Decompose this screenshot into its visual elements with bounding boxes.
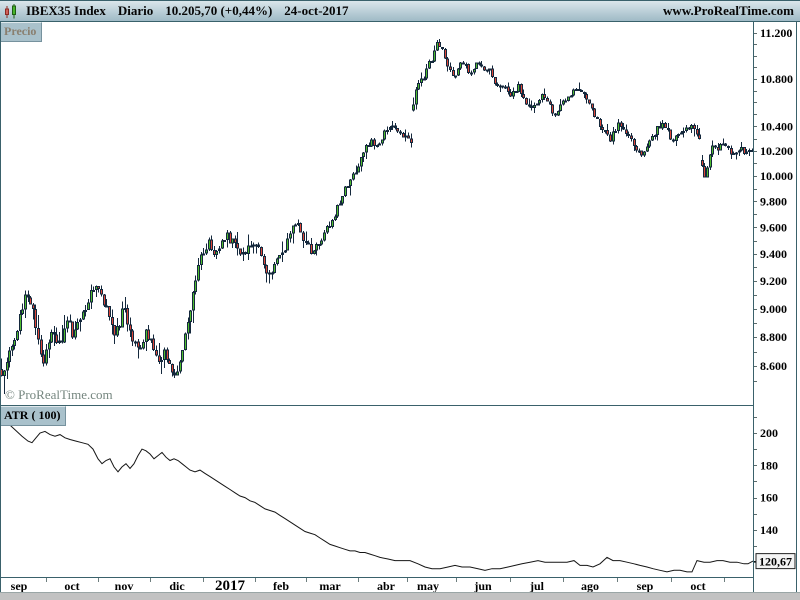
time-axis-tick xyxy=(46,578,47,582)
time-axis-tick xyxy=(724,578,725,582)
time-axis-tick xyxy=(358,578,359,582)
time-axis-tick xyxy=(98,578,99,582)
title-bar: IBEX35 Index Diario 10.205,70 (+0,44%) 2… xyxy=(0,0,800,22)
time-axis-label: jun xyxy=(474,579,492,593)
time-axis-label: abr xyxy=(377,579,395,593)
atr-current-value-badge xyxy=(755,553,796,570)
watermark: © ProRealTime.com xyxy=(5,387,113,402)
last-quote: 10.205,70 (+0,44%) xyxy=(165,3,273,18)
svg-text:160: 160 xyxy=(760,491,778,505)
time-axis-tick xyxy=(255,578,256,582)
svg-text:11.200: 11.200 xyxy=(760,26,792,40)
plot-axis-divider xyxy=(753,22,754,592)
svg-text:10.200: 10.200 xyxy=(760,144,793,158)
time-axis-label: jul xyxy=(529,579,544,593)
svg-text:180: 180 xyxy=(760,458,778,472)
candlestick-logo-icon xyxy=(5,4,16,19)
time-axis-label: sep xyxy=(636,579,654,593)
svg-text:9.400: 9.400 xyxy=(760,247,787,261)
axis-right-border xyxy=(796,22,797,592)
price-panel-tab[interactable]: Precio xyxy=(0,22,43,42)
svg-text:120,67: 120,67 xyxy=(759,555,792,569)
svg-text:9.000: 9.000 xyxy=(760,302,787,316)
price-chart-plot[interactable] xyxy=(0,22,753,405)
time-axis-tick xyxy=(407,578,408,582)
time-axis-tick xyxy=(617,578,618,582)
svg-text:9.600: 9.600 xyxy=(760,220,787,234)
time-axis-label: oct xyxy=(64,579,80,593)
time-axis-label: sep xyxy=(10,579,28,593)
time-axis-tick xyxy=(456,578,457,582)
svg-text:8.600: 8.600 xyxy=(760,359,787,373)
time-axis-label: may xyxy=(417,579,439,593)
time-axis-tick xyxy=(671,578,672,582)
timeframe-label: Diario xyxy=(117,3,154,18)
price-atr-divider[interactable] xyxy=(0,405,753,406)
time-axis-tick xyxy=(563,578,564,582)
time-axis-label: feb xyxy=(273,579,289,593)
time-axis-tick xyxy=(510,578,511,582)
svg-text:200: 200 xyxy=(760,426,778,440)
svg-text:10.800: 10.800 xyxy=(760,72,793,86)
time-axis-label: 2017 xyxy=(215,578,245,594)
time-axis-label: ago xyxy=(581,579,599,593)
time-axis-label: dic xyxy=(169,579,185,593)
quote-date: 24-oct-2017 xyxy=(284,3,349,18)
time-axis-tick xyxy=(203,578,204,582)
site-url: www.ProRealTime.com xyxy=(663,3,794,18)
time-axis[interactable]: sep oct nov dic 2017 feb mar abr may jun jul ago sep… xyxy=(0,578,753,594)
bottom-scroll-strip xyxy=(0,592,800,600)
atr-panel-label[interactable]: ATR ( 100) xyxy=(0,406,67,426)
left-border xyxy=(0,22,1,592)
atr-indicator-plot[interactable] xyxy=(0,406,753,577)
svg-text:9.800: 9.800 xyxy=(760,194,787,208)
svg-text:8.800: 8.800 xyxy=(760,330,787,344)
time-axis-label: oct xyxy=(690,579,706,593)
time-axis-label: mar xyxy=(319,579,341,593)
svg-text:140: 140 xyxy=(760,523,778,537)
instrument-name: IBEX35 Index xyxy=(26,3,106,18)
svg-text:10.400: 10.400 xyxy=(760,119,793,133)
value-axis[interactable]: 11.200 10.800 10.400 10.200 10.000 9.800 9.600… xyxy=(753,22,800,592)
svg-text:9.200: 9.200 xyxy=(760,274,787,288)
atr-xaxis-divider xyxy=(0,577,753,578)
time-axis-tick xyxy=(150,578,151,582)
time-axis-label: nov xyxy=(114,579,134,593)
time-axis-tick xyxy=(306,578,307,582)
svg-text:10.000: 10.000 xyxy=(760,169,793,183)
